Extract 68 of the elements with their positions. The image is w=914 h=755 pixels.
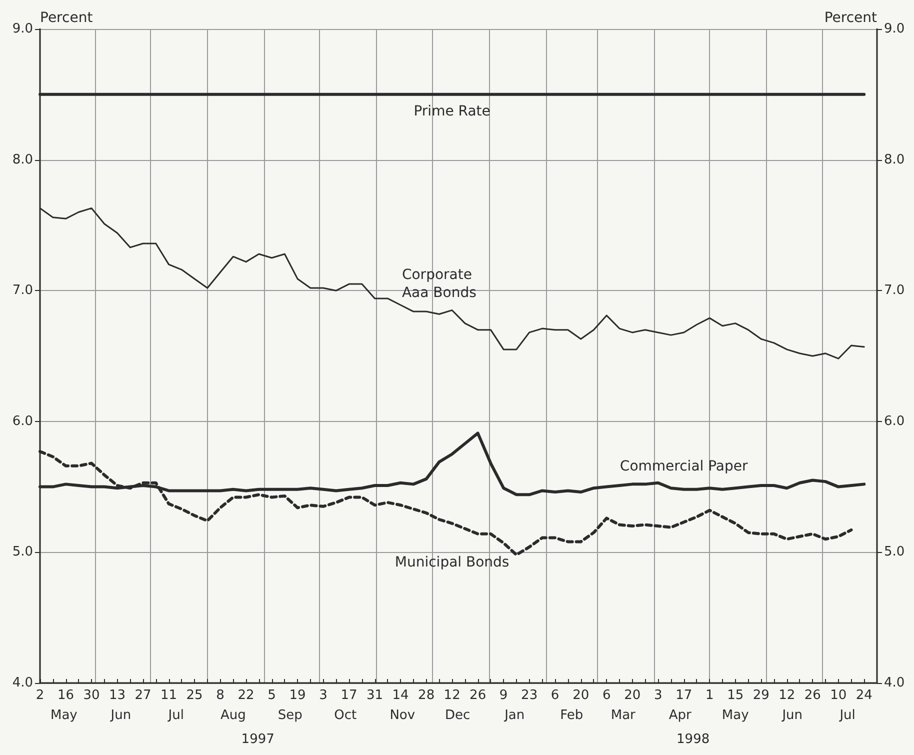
y2-axis-title: Percent: [824, 10, 878, 26]
x-tick-label: 22: [238, 688, 254, 703]
y-tick-label: 8.0: [12, 152, 33, 168]
x-tick-label: 19: [289, 688, 306, 703]
x2-tick-label: Jun: [110, 708, 132, 723]
x2-tick-label: Jun: [781, 708, 803, 723]
x2-tick-label: Jan: [504, 708, 525, 723]
series-label: Commercial Paper: [620, 458, 748, 474]
x-tick-label: 8: [216, 688, 224, 703]
x-tick-label: 10: [830, 688, 847, 703]
x-tick-label: 16: [57, 688, 74, 703]
x-tick-label: 9: [499, 688, 508, 703]
x-tick-label: 27: [134, 688, 152, 703]
series-label: Municipal Bonds: [394, 554, 510, 570]
x-tick-label: 15: [727, 688, 744, 703]
y2-tick-label: 9.0: [884, 22, 905, 36]
x-tick-label: 11: [160, 688, 178, 703]
y2-tick-label: 5.0: [884, 544, 905, 560]
y2-tick-label: 8.0: [884, 152, 905, 168]
x2-tick-label: Mar: [610, 708, 636, 723]
x-tick-label: 12: [444, 688, 460, 703]
y-tick-label: 7.0: [12, 283, 33, 298]
x-tick-label: 2: [36, 688, 44, 703]
x-tick-label: 13: [108, 688, 126, 703]
y2-tick-label: 4.0: [884, 676, 905, 690]
x2-tick-label: Aug: [220, 708, 246, 723]
x-tick-label: 1: [705, 688, 714, 703]
x2-tick-label: Nov: [390, 708, 416, 723]
x2-tick-label: Sep: [278, 708, 302, 723]
text: 1997: [241, 732, 274, 747]
x-tick-label: 26: [470, 688, 486, 703]
x2-tick-label: May: [50, 708, 78, 723]
x-tick-label: 12: [778, 688, 796, 703]
x-tick-label: 30: [83, 688, 100, 703]
x-tick-label: 24: [856, 688, 872, 703]
y2-tick-label: 7.0: [884, 283, 905, 298]
y-tick-label: 4.0: [12, 676, 33, 690]
x-tick-label: 3: [654, 688, 662, 703]
x-tick-label: 31: [366, 688, 384, 703]
y2-tick-label: 6.0: [884, 414, 905, 429]
y-axis-title: Percent: [40, 10, 94, 26]
x-tick-label: 28: [418, 688, 435, 703]
x-tick-label: 20: [624, 688, 641, 703]
x-tick-label: 5: [268, 688, 276, 703]
x-tick-label: 6: [550, 688, 560, 703]
x2-tick-label: Dec: [445, 708, 470, 723]
x2-tick-label: Oct: [334, 708, 357, 723]
x2-tick-label: Jul: [838, 708, 856, 723]
x2-tick-label: Jul: [167, 708, 184, 723]
x-tick-label: 6: [602, 688, 611, 703]
x-tick-label: 23: [521, 688, 538, 703]
x-tick-label: 17: [676, 688, 692, 703]
series-label: Corporate Aaa Bonds: [402, 267, 476, 302]
y-tick-label: 9.0: [12, 22, 33, 36]
x-tick-label: 17: [340, 688, 358, 703]
x2-tick-label: May: [722, 708, 750, 723]
y-tick-label: 6.0: [12, 414, 33, 429]
x-tick-label: 3: [319, 688, 328, 703]
x-tick-label: 25: [186, 688, 203, 703]
x2-tick-label: Apr: [668, 708, 692, 723]
x2-tick-label: Feb: [560, 708, 584, 723]
text: 1998: [676, 732, 710, 747]
x-tick-label: 20: [572, 688, 590, 703]
series-label: Prime Rate: [414, 103, 490, 120]
x-tick-label: 14: [392, 688, 409, 703]
x-tick-label: 29: [752, 688, 770, 703]
x-tick-label: 26: [804, 688, 821, 703]
y-tick-label: 5.0: [12, 544, 33, 560]
